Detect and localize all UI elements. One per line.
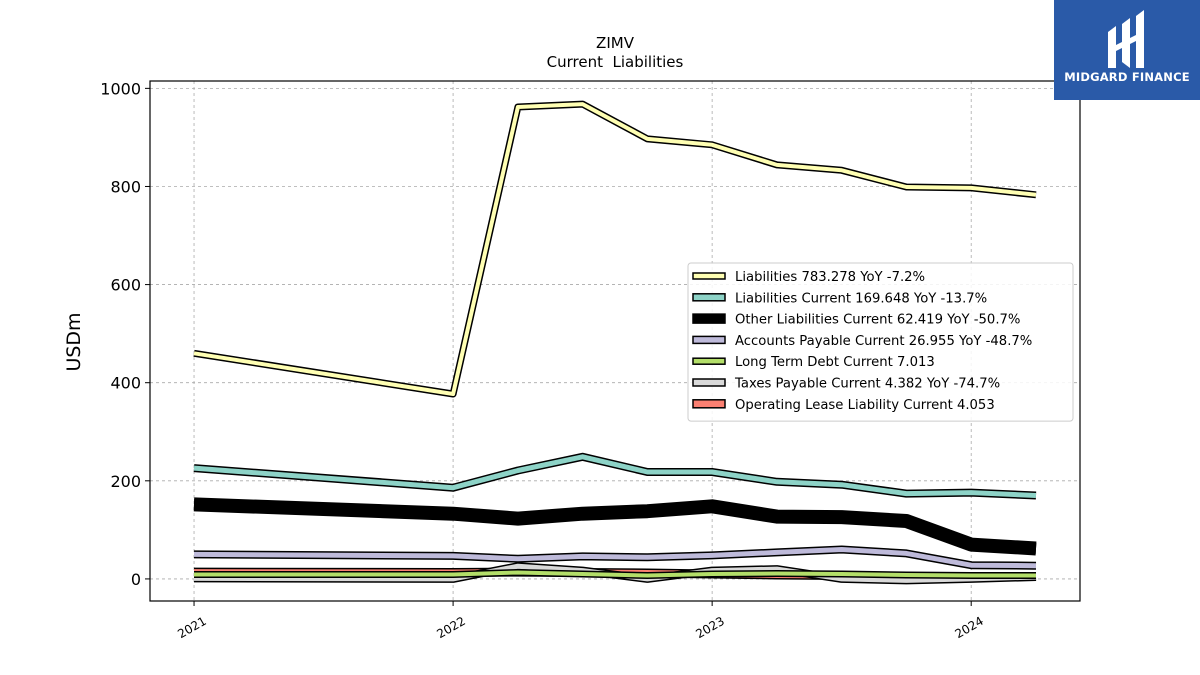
- plot-frame: [149, 80, 1081, 602]
- legend-entry: Liabilities 783.278 YoY -7.2%: [735, 270, 925, 285]
- series-line: [193, 498, 1037, 554]
- legend-swatch: [692, 378, 726, 387]
- series-1: [193, 452, 1037, 500]
- x-tick-label: 2023: [693, 614, 726, 641]
- legend-swatch: [692, 357, 726, 365]
- series-4: [194, 569, 1036, 579]
- brand-logo: MIDGARD FINANCE: [1054, 0, 1200, 100]
- chart-title: ZIMV: [596, 34, 635, 52]
- legend: Liabilities 783.278 YoY -7.2% Liabilities…: [687, 262, 1074, 422]
- chart-subtitle: Current Liabilities: [547, 53, 684, 71]
- y-tick-label: 400: [110, 374, 141, 393]
- legend-entry: Long Term Debt Current 7.013: [735, 355, 935, 370]
- series-3: [193, 545, 1037, 570]
- legend-swatch: [692, 272, 726, 280]
- series-layer: [193, 100, 1037, 585]
- x-tick-label: 2021: [175, 614, 208, 641]
- y-axis-label: USDm: [63, 312, 85, 371]
- series-line: [193, 454, 1037, 498]
- x-tick-label: 2024: [952, 614, 985, 641]
- series-line: [193, 102, 1037, 396]
- brand-name: MIDGARD FINANCE: [1064, 70, 1190, 84]
- series-line: [193, 547, 1037, 569]
- legend-entry: Other Liabilities Current 62.419 YoY -50…: [735, 313, 1020, 328]
- series-2: [193, 497, 1037, 556]
- legend-entry: Liabilities Current 169.648 YoY -13.7%: [735, 291, 987, 306]
- y-tick-label: 200: [110, 472, 141, 491]
- series-0: [193, 100, 1037, 398]
- legend-entry: Taxes Payable Current 4.382 YoY -74.7%: [734, 377, 1000, 392]
- series-line: [194, 570, 1036, 578]
- legend-swatch: [692, 399, 726, 409]
- legend-box: [687, 262, 1074, 422]
- legend-entry: Accounts Payable Current 26.955 YoY -48.…: [735, 334, 1032, 349]
- legend-swatch: [692, 293, 726, 302]
- legend-entry: Operating Lease Liability Current 4.053: [735, 398, 995, 413]
- legend-swatch: [692, 335, 726, 345]
- legend-swatch: [692, 313, 726, 324]
- y-tick-label: 800: [110, 177, 141, 196]
- y-tick-label: 0: [131, 570, 141, 589]
- x-tick-label: 2022: [434, 614, 467, 641]
- y-tick-label: 1000: [100, 79, 141, 98]
- y-tick-label: 600: [110, 276, 141, 295]
- brand-mark-icon: [1108, 10, 1144, 68]
